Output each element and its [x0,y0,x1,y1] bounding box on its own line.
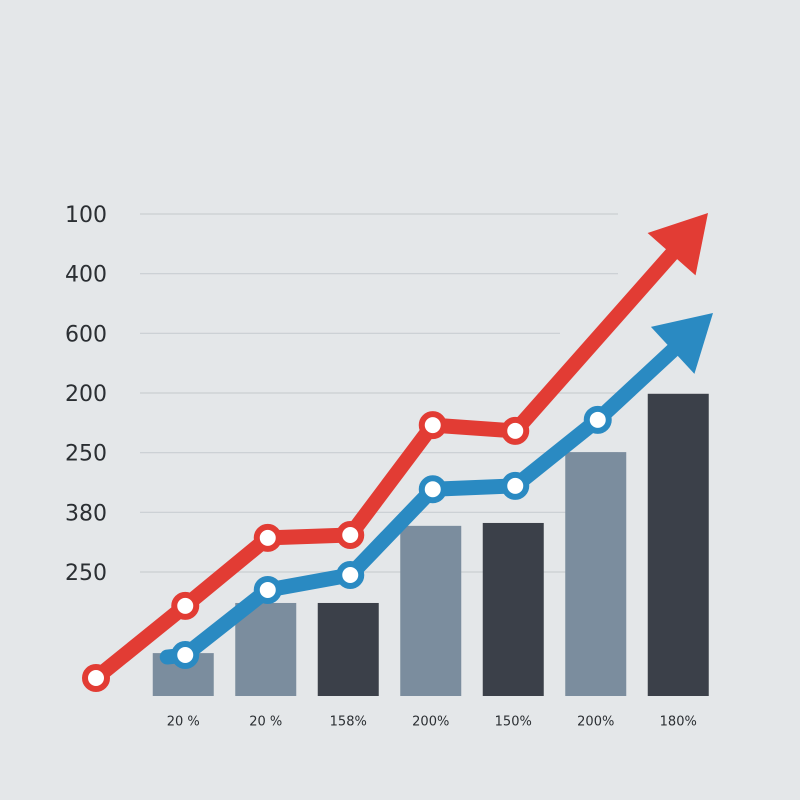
x-tick-label: 20 % [249,715,282,730]
y-label: 200 [65,382,107,407]
marker [583,405,612,434]
y-label: 250 [65,561,107,586]
bar [400,525,462,696]
bar [647,393,709,696]
bar [317,602,379,696]
y-label: 100 [65,203,107,228]
marker [501,416,530,445]
arrow-head [647,213,708,276]
marker [418,475,447,504]
x-tick-label: 158% [330,715,367,730]
bar [235,602,297,696]
bar [482,522,544,696]
marker [82,664,110,692]
marker [336,561,365,590]
marker [253,523,282,552]
x-tick-label: 200% [412,715,449,730]
y-label: 600 [65,322,107,347]
x-tick-label: 200% [577,715,614,730]
marker [171,641,200,670]
x-tick-label: 150% [495,715,532,730]
bar [565,452,627,696]
marker [418,411,447,440]
line-tail [88,246,680,686]
y-label: 400 [65,263,107,288]
marker [253,575,282,604]
marker [501,471,530,500]
marker [336,521,365,550]
marker [171,591,200,620]
y-label: 380 [65,501,107,526]
x-tick-label: 20 % [167,715,200,730]
x-tick-label: 180% [660,715,697,730]
arrow-head [650,313,713,374]
y-label: 250 [65,442,107,467]
line [180,413,603,661]
